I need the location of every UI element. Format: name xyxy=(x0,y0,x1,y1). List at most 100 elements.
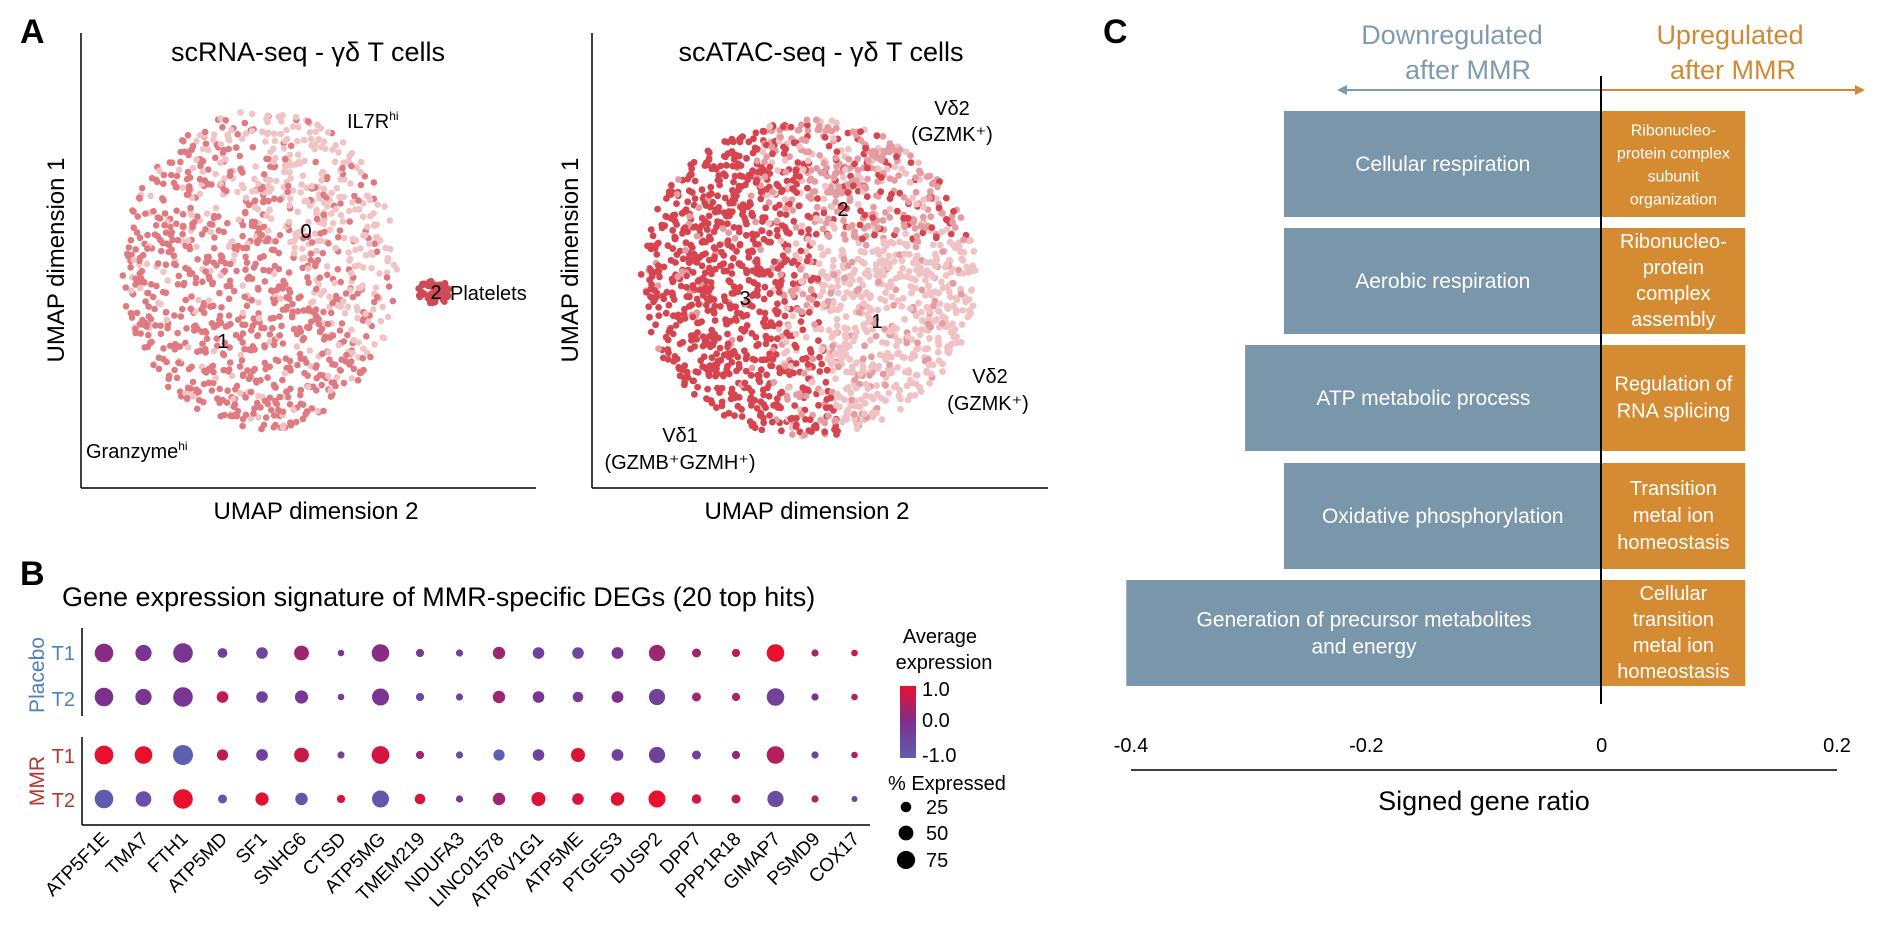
umap-point xyxy=(340,176,348,183)
umap-point xyxy=(880,147,888,155)
umap-point xyxy=(781,223,789,231)
umap-point xyxy=(182,264,189,272)
umap-point xyxy=(710,361,718,369)
dot-point xyxy=(648,644,666,662)
umap-point xyxy=(845,155,853,163)
umap-point xyxy=(416,292,423,300)
umap-point xyxy=(217,115,225,122)
umap-point xyxy=(261,342,268,349)
umap-point xyxy=(217,272,225,279)
umap-point xyxy=(147,192,154,200)
umap-point xyxy=(332,292,340,300)
umap-point xyxy=(748,401,755,409)
umap-point xyxy=(298,255,306,262)
umap-point xyxy=(237,351,245,359)
umap-point xyxy=(693,258,700,266)
umap-point xyxy=(303,408,311,415)
umap-point xyxy=(359,317,367,324)
umap-point xyxy=(809,239,817,247)
umap-point xyxy=(854,187,862,195)
umap-point xyxy=(766,350,773,358)
umap-point xyxy=(175,166,183,174)
umap-point xyxy=(166,372,173,380)
bar-down xyxy=(1284,111,1602,217)
umap-point xyxy=(906,305,914,312)
umap-point xyxy=(281,137,289,145)
umap-point xyxy=(302,233,310,240)
umap-point xyxy=(237,109,244,116)
dot-point xyxy=(294,645,309,661)
umap-point xyxy=(654,282,662,290)
umap-point xyxy=(850,182,857,190)
umap-point xyxy=(339,298,347,305)
umap-point xyxy=(160,268,167,276)
umap-point xyxy=(138,321,146,328)
dot-point xyxy=(415,750,425,760)
umap-point xyxy=(883,340,890,347)
umap-point xyxy=(806,193,814,201)
umap-point xyxy=(778,427,785,435)
umap-point xyxy=(271,383,278,390)
umap-point xyxy=(805,294,813,302)
umap-point xyxy=(850,410,858,418)
umap-point xyxy=(751,356,759,364)
umap-point xyxy=(949,218,956,226)
umap-point xyxy=(832,401,840,409)
umap-point xyxy=(802,354,810,362)
dot-point xyxy=(532,647,545,659)
umap-point xyxy=(255,310,262,317)
umap-point xyxy=(870,147,877,155)
umap-point xyxy=(691,343,699,350)
umap-point xyxy=(939,368,946,375)
bar-up xyxy=(1601,580,1746,686)
umap-point xyxy=(923,173,931,181)
dot-point xyxy=(94,687,114,707)
umap-point xyxy=(171,312,178,319)
umap-point xyxy=(285,182,292,190)
umap-point xyxy=(290,325,298,333)
umap-point xyxy=(862,241,870,249)
umap-point xyxy=(281,369,289,377)
umap-point xyxy=(864,222,872,230)
dot-point xyxy=(173,643,193,663)
umap-point xyxy=(971,267,979,274)
umap-point xyxy=(894,364,901,371)
umap-point xyxy=(792,166,800,174)
umap-point xyxy=(338,320,346,327)
dotplot-row-label: T1 xyxy=(52,746,75,768)
umap-point xyxy=(759,127,767,135)
umap-point xyxy=(862,144,869,152)
umap-point xyxy=(814,275,822,283)
umap-point xyxy=(313,387,320,394)
umap-point xyxy=(746,199,754,206)
panel-letter-a: A xyxy=(20,13,45,51)
umap-point xyxy=(873,153,880,161)
umap-point xyxy=(711,244,719,252)
umap-point xyxy=(299,336,307,344)
umap-point xyxy=(702,238,710,246)
umap-point xyxy=(730,224,738,231)
umap-point xyxy=(899,264,906,272)
umap-point xyxy=(802,392,810,400)
umap-point xyxy=(792,330,800,338)
umap-point xyxy=(340,193,347,201)
umap-point xyxy=(679,255,687,263)
umap-point xyxy=(833,315,841,323)
umap-point xyxy=(299,415,307,423)
umap-point xyxy=(301,369,308,377)
umap-point xyxy=(868,363,875,371)
umap-point xyxy=(335,149,342,156)
umap-point xyxy=(650,298,657,306)
umap-point xyxy=(873,192,880,200)
umap-point xyxy=(787,123,795,131)
umap-point xyxy=(162,309,170,316)
umap-point xyxy=(176,388,184,396)
umap-point xyxy=(243,259,251,267)
umap-point xyxy=(705,256,713,264)
umap-point xyxy=(769,150,776,158)
umap-point xyxy=(818,360,826,368)
umap-point xyxy=(857,128,864,136)
umap-point xyxy=(856,221,864,229)
umap-point xyxy=(283,303,291,311)
